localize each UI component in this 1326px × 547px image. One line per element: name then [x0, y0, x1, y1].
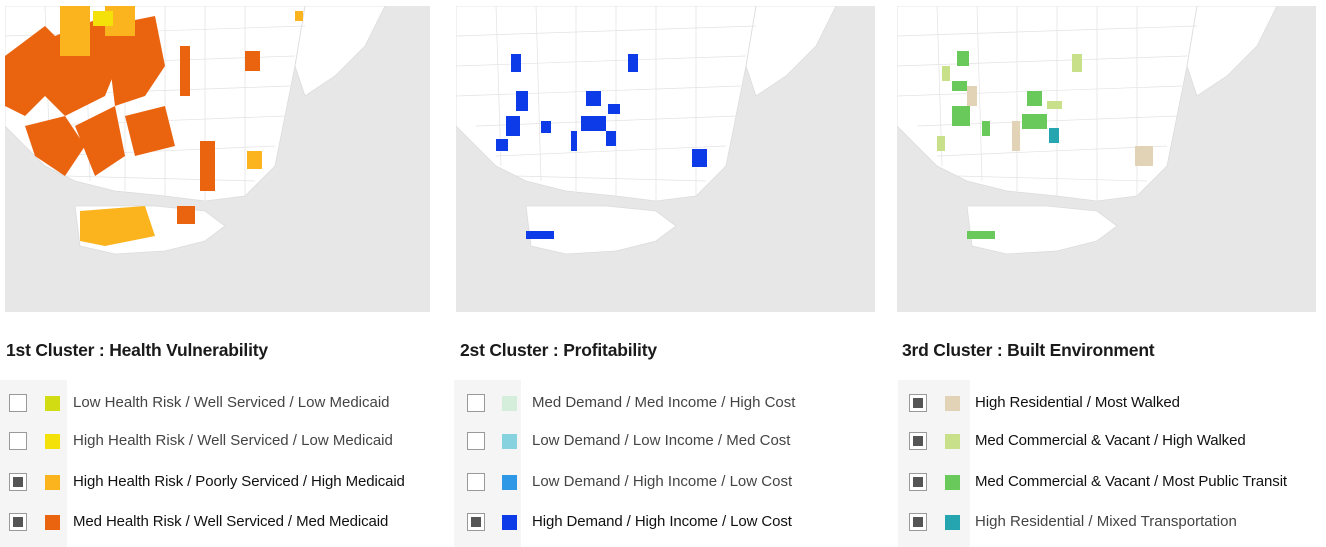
profit-parcels-blue [496, 54, 707, 239]
swatch [945, 475, 960, 490]
swatch [502, 515, 517, 530]
map-health-vulnerability[interactable] [5, 6, 430, 312]
legend-label: High Health Risk / Well Serviced / Low M… [73, 432, 393, 449]
checkbox[interactable] [467, 473, 485, 491]
map-canvas-health [5, 6, 386, 255]
swatch [502, 396, 517, 411]
checkbox[interactable] [9, 394, 27, 412]
cluster-title-profitability: 2st Cluster : Profitability [460, 340, 657, 360]
checkbox[interactable] [467, 394, 485, 412]
swatch [45, 475, 60, 490]
swatch [945, 396, 960, 411]
legend-label: Med Health Risk / Well Serviced / Med Me… [73, 513, 389, 530]
legend-label: High Health Risk / Poorly Serviced / Hig… [73, 473, 405, 490]
swatch [45, 515, 60, 530]
checkbox[interactable] [9, 513, 27, 531]
checkbox[interactable] [9, 473, 27, 491]
swatch [502, 434, 517, 449]
legend-label: Med Demand / Med Income / High Cost [532, 394, 796, 411]
checkbox[interactable] [9, 432, 27, 450]
map-canvas-built-environment [897, 6, 1278, 255]
swatch [45, 396, 60, 411]
legend-built-environment: High Residential / Most Walked Med Comme… [898, 380, 1287, 547]
checkbox[interactable] [909, 432, 927, 450]
swatch [945, 434, 960, 449]
legend-label: Med Commercial & Vacant / Most Public Tr… [975, 473, 1287, 490]
swatch [945, 515, 960, 530]
legend-label: Med Commercial & Vacant / High Walked [975, 432, 1246, 449]
legend-label: High Residential / Mixed Transportation [975, 513, 1237, 530]
built-parcels-teal [1049, 128, 1059, 143]
cluster-panel-profitability: 2st Cluster : Profitability Med Demand /… [450, 0, 890, 547]
checkbox[interactable] [467, 432, 485, 450]
checkbox[interactable] [909, 513, 927, 531]
legend-label: Low Demand / High Income / Low Cost [532, 473, 793, 490]
built-parcels-light-green [937, 54, 1082, 151]
legend-profitability: Med Demand / Med Income / High Cost Low … [454, 380, 795, 547]
checkbox[interactable] [909, 394, 927, 412]
cluster-title-health: 1st Cluster : Health Vulnerability [6, 340, 268, 360]
legend-label: Low Health Risk / Well Serviced / Low Me… [73, 394, 390, 411]
health-parcels-orange [5, 16, 260, 224]
legend-label: Low Demand / Low Income / Med Cost [532, 432, 791, 449]
map-canvas-profitability [456, 6, 837, 255]
cluster-panel-built-environment: 3rd Cluster : Built Environment High Res… [890, 0, 1326, 547]
map-built-environment[interactable] [897, 6, 1316, 312]
built-parcels-green [952, 51, 1047, 239]
checkbox[interactable] [909, 473, 927, 491]
swatch [502, 475, 517, 490]
cluster-panel-health: 1st Cluster : Health Vulnerability Low H… [0, 0, 440, 547]
checkbox[interactable] [467, 513, 485, 531]
legend-label: High Demand / High Income / Low Cost [532, 513, 792, 530]
swatch [45, 434, 60, 449]
map-profitability[interactable] [456, 6, 875, 312]
cluster-title-built-environment: 3rd Cluster : Built Environment [902, 340, 1155, 360]
legend-health: Low Health Risk / Well Serviced / Low Me… [0, 380, 405, 547]
legend-label: High Residential / Most Walked [975, 394, 1180, 411]
built-parcels-tan [967, 86, 1153, 166]
